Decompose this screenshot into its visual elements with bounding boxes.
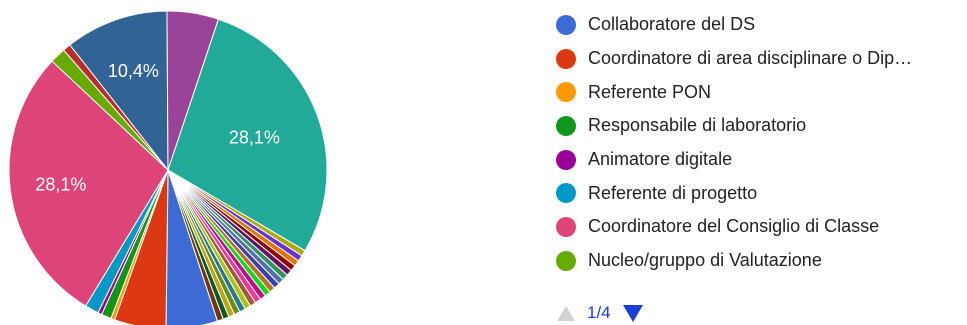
triangle-up-icon[interactable] [557, 305, 575, 321]
legend-swatch [556, 250, 576, 271]
pie-chart: 28,1% 28,1% 10,4% [0, 0, 340, 325]
slice-data-label: 28,1% [35, 175, 86, 195]
pie-slice [69, 10, 169, 172]
legend-swatch [556, 82, 576, 103]
page-indicator: 1/4 [587, 303, 611, 322]
legend-label: Referente PON [588, 81, 712, 102]
legend-swatch [556, 149, 576, 170]
legend-swatch [556, 183, 576, 204]
legend-label: Responsabile di laboratorio [588, 115, 807, 136]
legend-pager: 1/4 [557, 303, 643, 323]
pie-slice [8, 60, 169, 307]
legend: Collaboratore del DS Coordinatore di area… [556, 8, 912, 278]
pie-slice [167, 18, 328, 252]
legend-label: Animatore digitale [588, 149, 733, 170]
triangle-down-icon[interactable] [622, 304, 643, 322]
pie-slice [167, 169, 224, 322]
pie-chart-svg: 28,1% 28,1% 10,4% [8, 10, 328, 325]
legend-label: Nucleo/gruppo di Valutazione [588, 250, 822, 271]
legend-item: Responsabile di laboratorio [556, 109, 912, 143]
legend-item: Animatore digitale [556, 143, 912, 177]
legend-label: Coordinatore di area disciplinare o Dip… [588, 48, 913, 69]
slice-data-label: 10,4% [108, 61, 159, 81]
legend-item: Referente PON [556, 75, 912, 109]
legend-item: Collaboratore del DS [556, 8, 912, 42]
legend-label: Coordinatore del Consiglio di Classe [588, 216, 880, 237]
legend-swatch [556, 216, 576, 237]
legend-item: Coordinatore del Consiglio di Classe [556, 210, 912, 244]
legend-swatch [556, 115, 576, 136]
legend-item: Nucleo/gruppo di Valutazione [556, 244, 912, 278]
legend-item: Referente di progetto [556, 176, 912, 210]
slice-data-label: 28,1% [229, 128, 280, 148]
legend-label: Referente di progetto [588, 182, 758, 203]
legend-label: Collaboratore del DS [588, 14, 756, 35]
legend-swatch [556, 48, 576, 69]
legend-swatch [556, 14, 576, 35]
legend-item: Coordinatore di area disciplinare o Dip… [556, 42, 912, 76]
